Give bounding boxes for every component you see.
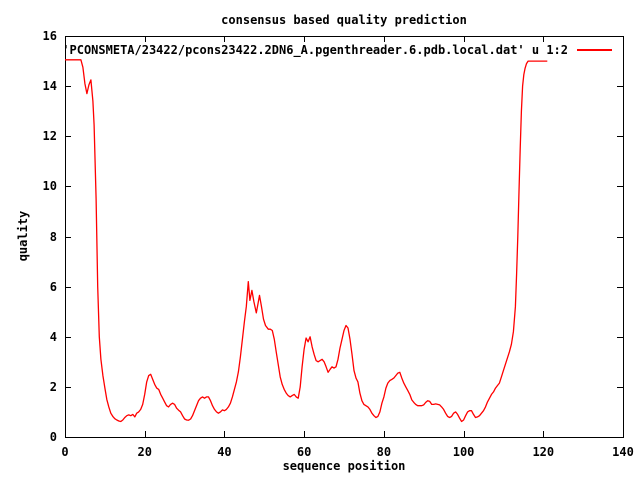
x-axis-label: sequence position	[282, 459, 406, 473]
y-tick-label: 0	[49, 430, 57, 444]
x-tick-label: 20	[137, 445, 152, 459]
data-line	[65, 59, 548, 423]
x-tick-label: 60	[296, 445, 312, 459]
chart-title: consensus based quality prediction	[221, 13, 467, 27]
x-tick-label: 40	[217, 445, 232, 459]
x-tick-label: 120	[532, 445, 555, 459]
y-tick-label: 10	[42, 179, 57, 194]
y-tick-label: 8	[49, 229, 57, 244]
x-tick-label: 140	[612, 445, 634, 459]
x-tick-label: 0	[61, 445, 69, 459]
x-tick-label: 100	[452, 445, 475, 459]
legend-series-label: 'PCONSMETA/23422/pcons23422.2DN6_A.pgent…	[62, 43, 568, 57]
legend-line-sample	[577, 49, 612, 51]
y-tick-label: 14	[42, 79, 57, 94]
y-tick-label: 16	[42, 29, 57, 43]
y-tick-label: 4	[49, 329, 57, 344]
y-tick-label: 12	[42, 129, 57, 144]
x-tick-label: 80	[376, 445, 392, 459]
plot-border	[65, 36, 624, 438]
y-tick-label: 2	[49, 379, 57, 394]
legend: 'PCONSMETA/23422/pcons23422.2DN6_A.pgent…	[62, 43, 612, 57]
y-tick-label: 6	[49, 279, 57, 294]
